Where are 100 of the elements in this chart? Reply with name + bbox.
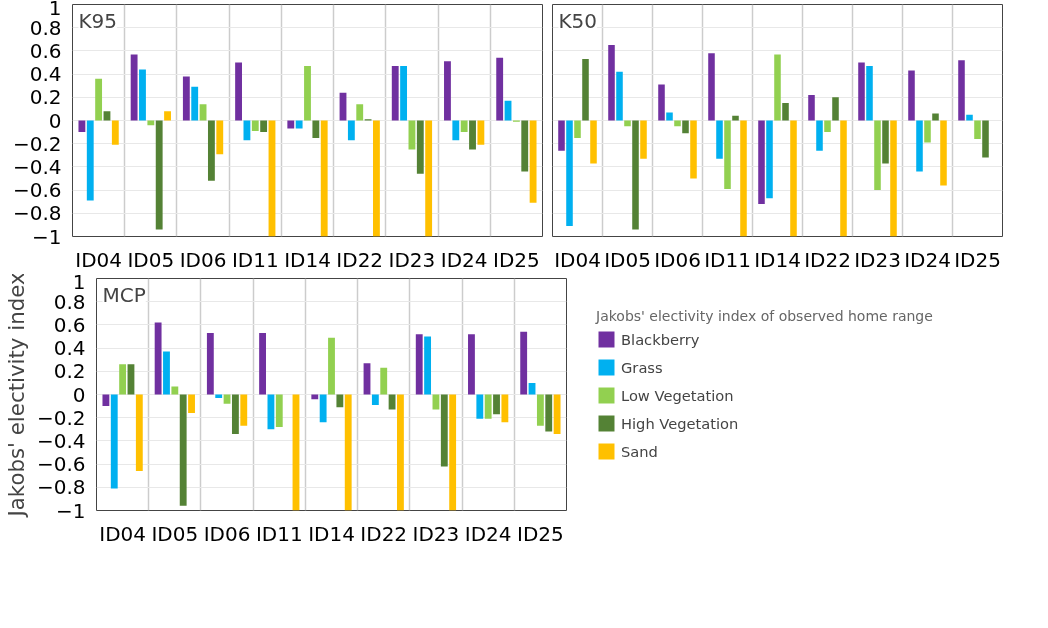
bar — [666, 112, 673, 121]
bar — [295, 120, 303, 129]
bar — [808, 94, 815, 121]
bar — [425, 120, 433, 237]
x-tick-label: ID05 — [127, 247, 175, 272]
x-tick-label: ID23 — [412, 521, 460, 546]
bar — [78, 120, 86, 133]
bar — [182, 76, 190, 121]
bar — [416, 120, 424, 174]
bar — [449, 394, 457, 511]
bar — [388, 394, 396, 410]
bar — [708, 53, 715, 121]
bar — [790, 120, 797, 237]
x-tick-label: ID14 — [308, 521, 355, 546]
y-tick-label: −0.6 — [36, 452, 86, 477]
bar — [476, 394, 484, 419]
x-tick-label: ID04 — [75, 247, 122, 272]
bar — [95, 78, 103, 121]
x-tick-label: ID05 — [604, 247, 651, 272]
bar — [328, 337, 335, 395]
legend-label: Grass — [621, 358, 663, 376]
bar — [529, 120, 537, 203]
bar — [452, 120, 460, 141]
chart-title: MCP — [102, 282, 146, 307]
bar — [86, 120, 94, 201]
bar — [380, 367, 388, 395]
legend-label: Sand — [621, 442, 658, 460]
x-tick-label: ID04 — [554, 247, 601, 272]
bar — [260, 120, 268, 133]
bar — [111, 120, 119, 145]
legend-title: Jakobs' electivity index of observed home range — [596, 308, 933, 324]
bar — [119, 364, 127, 395]
y-tick-label: 0.6 — [53, 312, 86, 337]
y-tick-label: −0.4 — [36, 428, 86, 453]
bar — [130, 54, 138, 121]
bar — [566, 120, 573, 227]
bar — [163, 351, 170, 395]
x-tick-label: ID14 — [754, 247, 801, 272]
bar — [415, 334, 423, 395]
bar — [874, 120, 881, 191]
x-tick-label: ID24 — [904, 247, 951, 272]
x-tick-label: ID11 — [255, 521, 303, 546]
y-tick-label: 0.4 — [29, 62, 62, 87]
bar — [400, 65, 408, 121]
bar — [110, 394, 118, 489]
bar — [536, 394, 544, 426]
y-tick-label: 0.2 — [53, 359, 86, 384]
bar — [344, 394, 352, 511]
bar — [553, 394, 561, 434]
bar — [139, 69, 146, 121]
bar — [287, 120, 295, 129]
bar — [496, 57, 504, 121]
y-tick-label: −0.8 — [12, 201, 62, 226]
bar — [216, 120, 224, 155]
bar — [528, 382, 536, 395]
bar — [682, 120, 689, 134]
bar — [545, 394, 553, 432]
bar — [373, 120, 380, 237]
bar — [616, 71, 623, 121]
bar — [164, 111, 171, 121]
bar — [235, 62, 242, 121]
legend-label: High Vegetation — [621, 414, 739, 432]
bar — [320, 120, 328, 237]
bar — [520, 331, 528, 395]
bar — [102, 394, 110, 407]
bar — [632, 120, 639, 230]
y-tick-label: −0.4 — [12, 154, 62, 179]
bar — [758, 120, 765, 205]
y-axis-title: Jakobs' electivity index — [3, 272, 29, 519]
bar — [501, 394, 509, 423]
x-tick-label: ID22 — [336, 247, 384, 272]
x-tick-label: ID06 — [203, 521, 251, 546]
bar — [469, 120, 476, 150]
bar — [774, 54, 781, 121]
x-tick-label: ID22 — [360, 521, 408, 546]
bar — [832, 97, 839, 121]
legend-label: Low Vegetation — [621, 386, 734, 404]
bar — [724, 120, 731, 189]
legend-label: Blackberry — [621, 330, 700, 348]
y-tick-label: 0 — [72, 382, 86, 407]
bar — [312, 120, 320, 138]
bar — [259, 333, 266, 395]
bar — [188, 394, 195, 414]
chart-title: K95 — [78, 8, 118, 33]
y-tick-label: −0.2 — [12, 131, 62, 156]
bar — [816, 120, 823, 151]
x-tick-label: ID23 — [388, 247, 436, 272]
x-tick-label: ID25 — [493, 247, 540, 272]
x-tick-label: ID11 — [704, 247, 751, 272]
bar — [243, 120, 251, 141]
bar — [484, 394, 492, 419]
bar — [924, 120, 931, 143]
x-tick-label: ID23 — [854, 247, 901, 272]
x-tick-label: ID24 — [464, 521, 512, 546]
y-tick-label: −0.8 — [36, 475, 86, 500]
bar — [782, 103, 789, 121]
bar — [958, 60, 965, 121]
bar — [397, 394, 404, 511]
bar — [640, 120, 647, 159]
bar — [477, 120, 485, 145]
